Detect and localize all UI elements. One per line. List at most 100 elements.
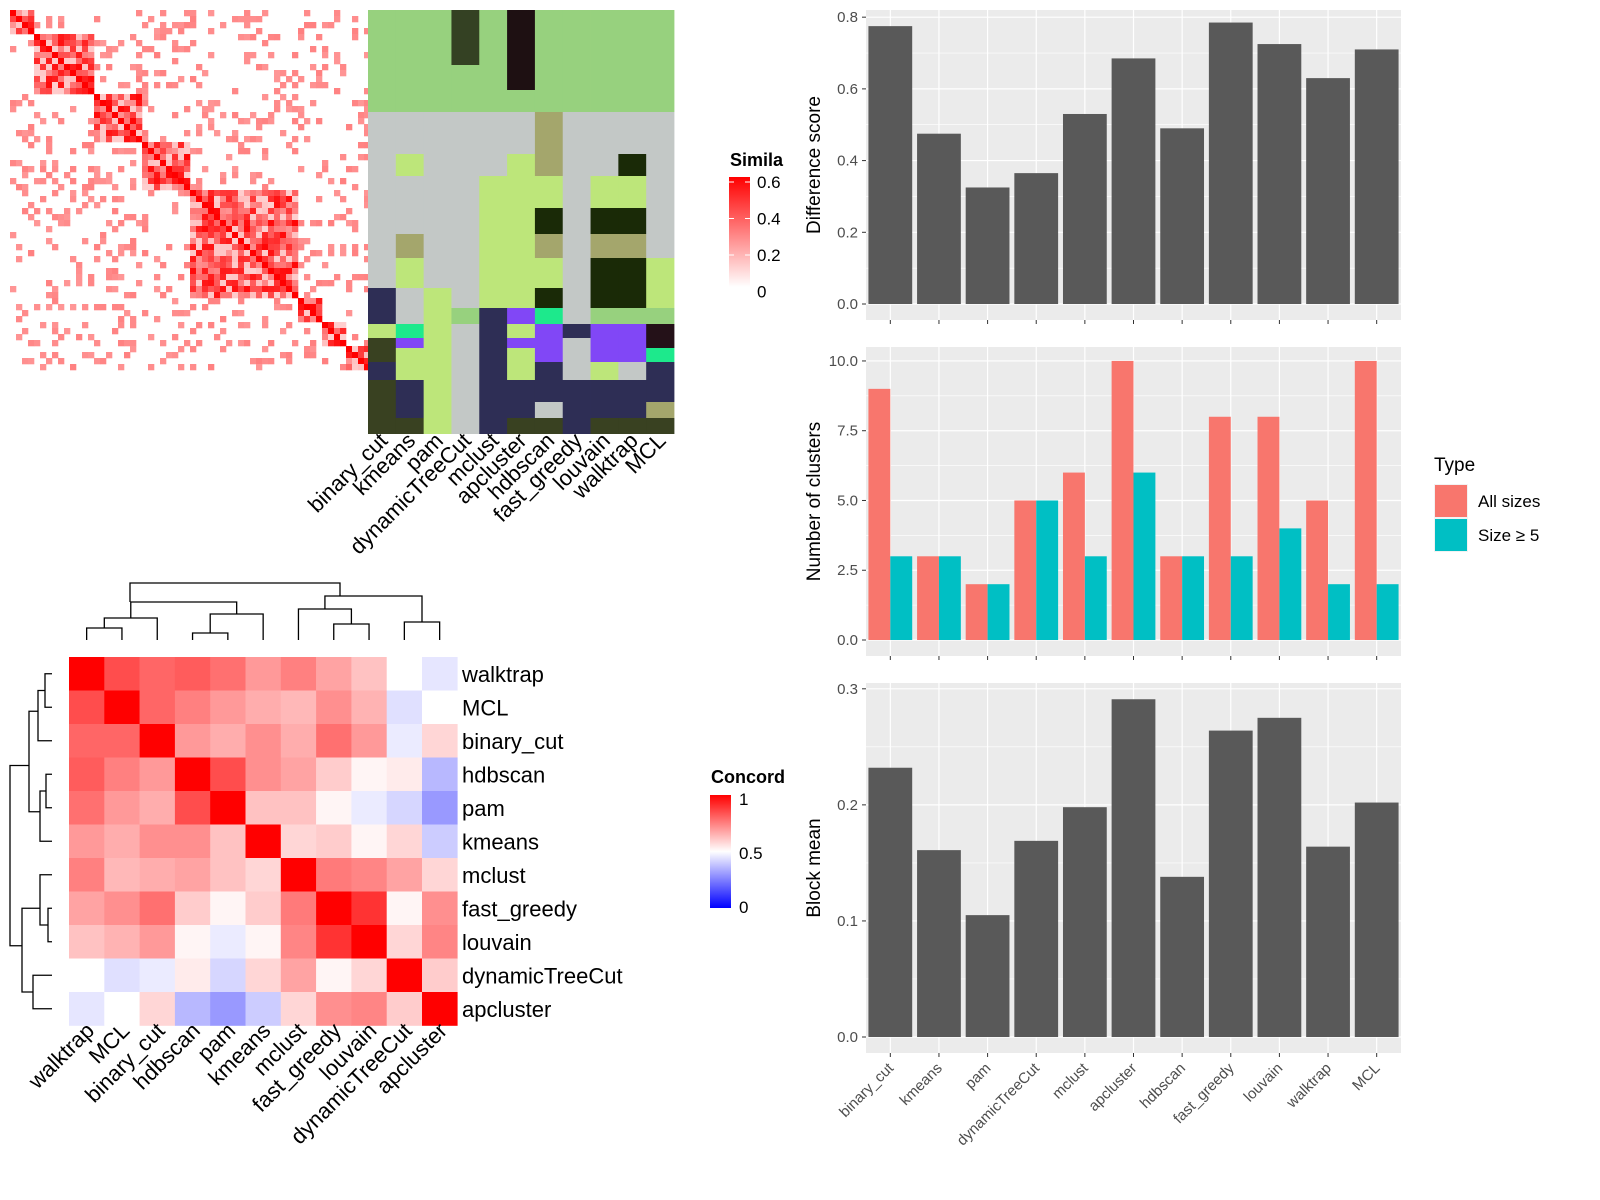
similarity-cell (202, 262, 209, 269)
similarity-cell (292, 262, 299, 269)
partition-cell (590, 308, 619, 324)
similarity-cell (100, 52, 107, 59)
similarity-cell (82, 34, 89, 41)
column-dendrogram-branch (324, 595, 423, 622)
similarity-cell (94, 130, 101, 137)
similarity-cell (22, 22, 29, 29)
similarity-cell (52, 34, 59, 41)
similarity-cell (100, 358, 107, 365)
bar (868, 767, 913, 1037)
similarity-cell (232, 112, 239, 119)
similarity-cell (190, 274, 197, 281)
similarity-cell (334, 88, 341, 95)
concordance-cell (245, 858, 282, 892)
partition-cell (646, 362, 675, 380)
similarity-cell (118, 124, 125, 131)
similarity-cell (256, 28, 263, 35)
similarity-cell (16, 304, 23, 311)
similarity-cell (22, 190, 29, 197)
similarity-cell (208, 268, 215, 275)
similarity-cell (88, 46, 95, 53)
similarity-cell (364, 358, 371, 365)
similarity-cell (196, 340, 203, 347)
similarity-cell (178, 154, 185, 161)
similarity-cell (148, 190, 155, 197)
concordance-cell (316, 925, 352, 959)
similarity-cell (106, 286, 113, 293)
concordance-cell (245, 690, 282, 725)
similarity-cell (364, 28, 371, 35)
partition-cell (590, 208, 619, 234)
similarity-cell (280, 202, 287, 209)
similarity-cell (88, 178, 95, 185)
concordance-cell (316, 657, 352, 691)
similarity-cell (274, 262, 281, 269)
similarity-cell (358, 118, 365, 125)
similarity-cell (76, 58, 83, 65)
partition-cell (479, 234, 508, 258)
similarity-cell (10, 100, 17, 107)
similarity-cell (364, 364, 371, 371)
similarity-cell (88, 352, 95, 359)
similarity-cell (142, 136, 149, 143)
similarity-cell (34, 76, 41, 83)
bar-All sizes (1014, 500, 1037, 640)
similarity-cell (190, 214, 197, 221)
similarity-cell (148, 178, 155, 185)
similarity-cell (286, 322, 293, 329)
similarity-cell (322, 334, 329, 341)
similarity-cell (244, 118, 251, 125)
similarity-cell (256, 172, 263, 179)
similarity-cell (220, 208, 227, 215)
similarity-cell (154, 28, 161, 35)
similarity-cell (52, 286, 59, 293)
similarity-cell (268, 244, 275, 251)
concordance-cell (210, 724, 246, 758)
concordance-cell (104, 858, 140, 892)
partition-cell (451, 348, 480, 362)
similarity-cell (274, 214, 281, 221)
similarity-cell (346, 346, 353, 353)
similarity-cell (94, 16, 101, 23)
similarity-cell (340, 214, 347, 221)
similarity-cell (268, 196, 275, 203)
similarity-cell (142, 94, 149, 101)
similarity-cell (58, 214, 65, 221)
similarity-cell (220, 316, 227, 323)
similarity-cell (250, 190, 257, 197)
similarity-cell (94, 166, 101, 173)
similarity-cell (130, 94, 137, 101)
similarity-cell (64, 40, 71, 47)
partition-cell (395, 380, 425, 402)
similarity-cell (346, 310, 353, 317)
similarity-cell (196, 250, 203, 257)
similarity-cell (190, 256, 197, 263)
concordance-cell (139, 958, 176, 993)
similarity-cell (112, 136, 119, 143)
bar (868, 26, 913, 304)
similarity-cell (148, 148, 155, 155)
similarity-cell (46, 292, 53, 299)
similarity-cell (136, 112, 143, 119)
bar (1160, 128, 1205, 304)
similarity-cell (292, 214, 299, 221)
similarity-cell (316, 298, 323, 305)
similarity-cell (310, 316, 317, 323)
similarity-cell (346, 352, 353, 359)
similarity-cell (238, 298, 245, 305)
similarity-cell (64, 208, 71, 215)
similarity-cell (256, 202, 263, 209)
row-dendrogram-branch (47, 907, 52, 943)
similarity-cell (46, 148, 53, 155)
row-dendrogram-branch (39, 790, 52, 842)
similarity-cell (82, 40, 89, 47)
similarity-cell (166, 172, 173, 179)
similarity-cell (118, 130, 125, 137)
concordance-cell (422, 992, 458, 1026)
similarity-cell (238, 214, 245, 221)
similarity-cell (316, 316, 323, 323)
legend-swatch (1435, 485, 1467, 517)
similarity-cell (160, 262, 167, 269)
partition-cell (562, 176, 591, 208)
partition-cell (534, 308, 564, 324)
